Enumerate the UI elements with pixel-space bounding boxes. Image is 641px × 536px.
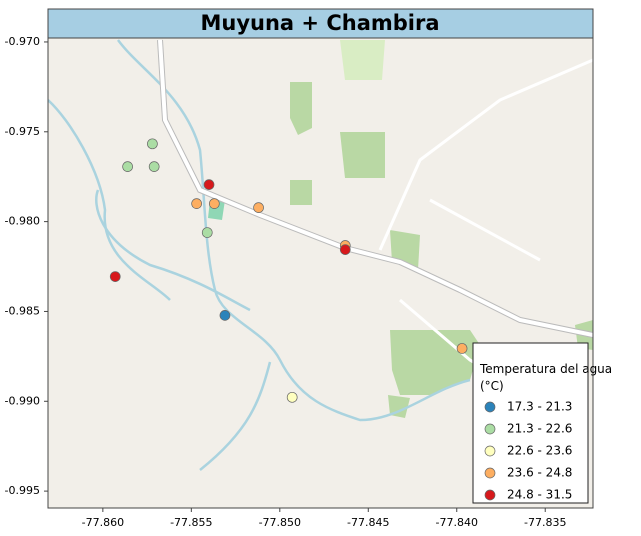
legend-swatch	[484, 423, 496, 435]
legend-swatch	[484, 445, 496, 457]
sample-point	[191, 198, 202, 209]
sample-point	[208, 198, 220, 209]
legend-swatch	[484, 467, 496, 479]
y-tick-label: -0.990	[5, 394, 40, 407]
y-tick-label: -0.980	[5, 215, 40, 228]
sample-point	[339, 244, 351, 255]
legend-label: 23.6 - 24.8	[507, 466, 572, 480]
legend-swatch	[484, 401, 496, 413]
y-tick-label: -0.970	[5, 35, 40, 48]
legend-label: 17.3 - 21.3	[507, 400, 572, 414]
legend-label: 21.3 - 22.6	[507, 422, 572, 436]
sample-point	[201, 227, 213, 238]
map-title: Muyuna + Chambira	[201, 11, 440, 35]
sample-point	[286, 391, 298, 403]
sample-point	[219, 310, 231, 321]
legend-swatch	[484, 489, 496, 501]
x-tick-label: -77.835	[524, 516, 566, 529]
y-tick-label: -0.975	[5, 125, 40, 138]
sample-point	[109, 271, 121, 282]
sample-point	[147, 138, 158, 150]
x-tick-label: -77.850	[259, 516, 301, 529]
legend-title: Temperatura del agua (°C)	[479, 362, 612, 393]
x-tick-label: -77.840	[436, 516, 478, 529]
sample-point	[253, 202, 264, 213]
x-tick-label: -77.855	[170, 516, 212, 529]
x-tick-label: -77.860	[82, 516, 124, 529]
y-tick-label: -0.985	[5, 304, 40, 317]
y-tick-label: -0.995	[5, 484, 40, 497]
legend-label: 24.8 - 31.5	[507, 488, 572, 502]
sample-point	[203, 179, 215, 190]
basemap	[48, 38, 593, 508]
x-tick-label: -77.845	[347, 516, 389, 529]
rivers	[48, 39, 471, 471]
legend-label: 22.6 - 23.6	[507, 444, 572, 458]
sample-point	[456, 343, 468, 354]
sample-point	[148, 161, 160, 172]
sample-point	[122, 161, 133, 172]
title-bar	[47, 8, 594, 39]
